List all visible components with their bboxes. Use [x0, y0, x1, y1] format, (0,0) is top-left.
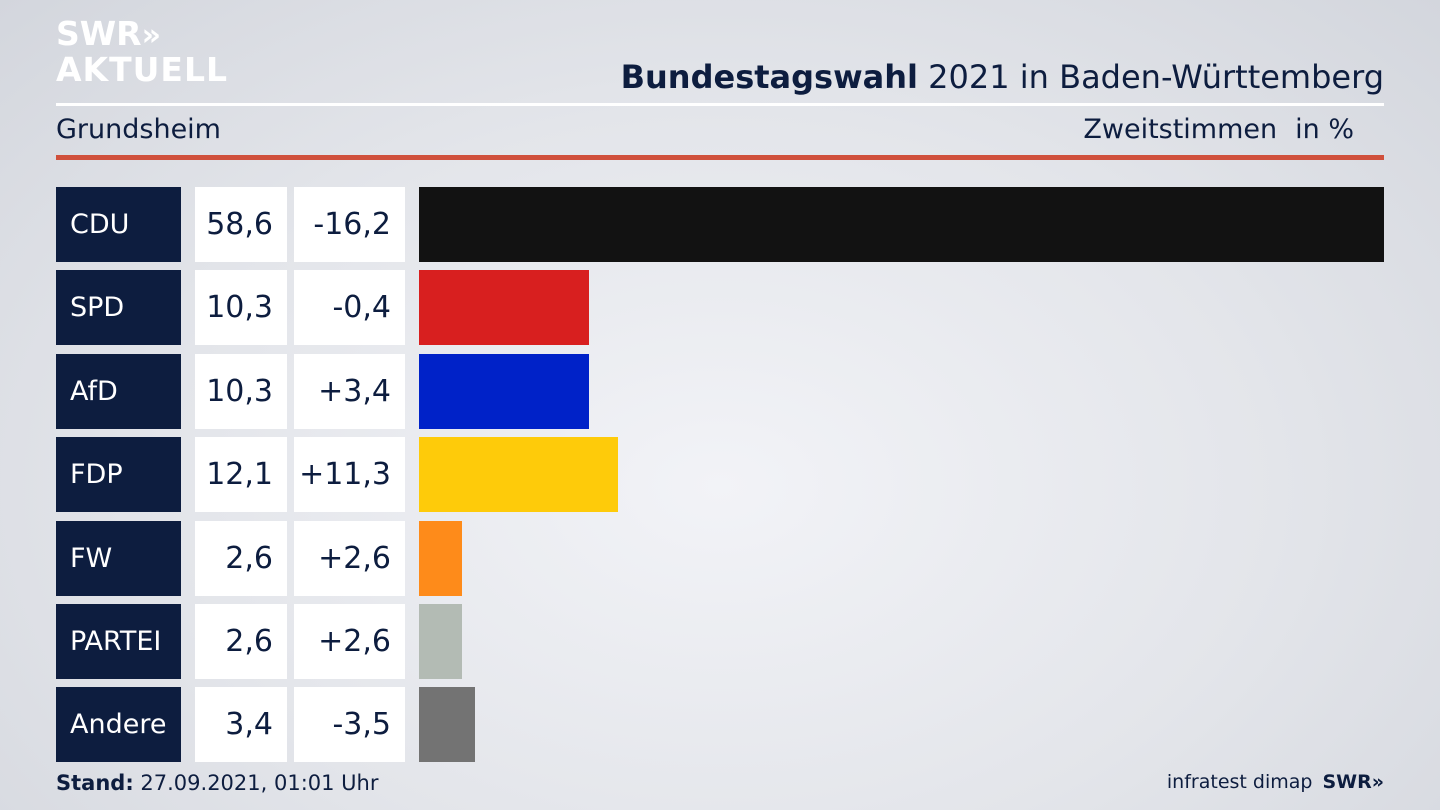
party-label: SPD — [56, 270, 181, 346]
timestamp-label: Stand: — [56, 771, 134, 795]
change-label: -3,5 — [294, 687, 405, 763]
vote-share-bar — [419, 687, 475, 763]
chart-row: AfD 10,3 +3,4 — [56, 353, 1384, 429]
chart-row: Andere 3,4 -3,5 — [56, 687, 1384, 763]
vote-share-label: 10,3 — [195, 270, 287, 346]
vote-share-label: 58,6 — [195, 187, 287, 262]
municipality-name: Grundsheim — [56, 114, 221, 145]
change-label: -16,2 — [294, 187, 405, 262]
swr-small-logo: SWR» — [1322, 771, 1384, 793]
party-label: CDU — [56, 187, 181, 262]
change-label: -0,4 — [294, 270, 405, 346]
party-label: Andere — [56, 687, 181, 763]
party-label: FW — [56, 520, 181, 596]
chart-row: FDP 12,1 +11,3 — [56, 437, 1384, 513]
vote-share-bar — [419, 604, 462, 679]
vote-share-bar — [419, 353, 589, 429]
measure-unit: in % — [1295, 114, 1354, 145]
measure-name: Zweitstimmen — [1083, 114, 1278, 145]
party-label: FDP — [56, 437, 181, 513]
change-label: +11,3 — [294, 437, 405, 513]
vote-share-bar — [419, 520, 462, 596]
party-label: PARTEI — [56, 604, 181, 679]
accent-divider — [56, 155, 1384, 160]
chart-title-rest: 2021 in Baden-Württemberg — [917, 58, 1384, 96]
vote-share-bar — [419, 187, 1384, 262]
vote-share-label: 2,6 — [195, 520, 287, 596]
swr-aktuell-logo: SWR» AKTUELL — [56, 16, 228, 88]
change-label: +2,6 — [294, 520, 405, 596]
logo-arrows-icon: » — [141, 18, 162, 53]
vote-share-label: 2,6 — [195, 604, 287, 679]
source-name: infratest dimap — [1166, 771, 1313, 793]
change-label: +3,4 — [294, 353, 405, 429]
logo-swr-text: SWR» — [56, 14, 162, 54]
vote-share-label: 3,4 — [195, 687, 287, 763]
chart-row: SPD 10,3 -0,4 — [56, 270, 1384, 346]
timestamp-value: 27.09.2021, 01:01 Uhr — [133, 771, 379, 795]
vote-share-label: 12,1 — [195, 437, 287, 513]
header-divider — [56, 103, 1384, 106]
vote-share-bar — [419, 437, 619, 513]
change-label: +2,6 — [294, 604, 405, 679]
logo-aktuell-text: AKTUELL — [56, 50, 229, 89]
party-label: AfD — [56, 353, 181, 429]
chart-row: PARTEI 2,6 +2,6 — [56, 604, 1384, 679]
chart-row: FW 2,6 +2,6 — [56, 520, 1384, 596]
vote-share-label: 10,3 — [195, 353, 287, 429]
chart-row: CDU 58,6 -16,2 — [56, 187, 1384, 262]
chart-title: Bundestagswahl 2021 in Baden-Württemberg — [621, 58, 1384, 96]
measure-label: Zweitstimmen in % — [1083, 114, 1354, 145]
results-bar-chart: CDU 58,6 -16,2 SPD 10,3 -0,4 AfD 10,3 +3,4 FDP 12,… — [56, 187, 1384, 763]
timestamp: Stand: 27.09.2021, 01:01 Uhr — [56, 771, 379, 795]
vote-share-bar — [419, 270, 589, 346]
source-credit: infratest dimap SWR» — [1167, 771, 1384, 793]
chart-title-bold: Bundestagswahl — [620, 58, 918, 96]
